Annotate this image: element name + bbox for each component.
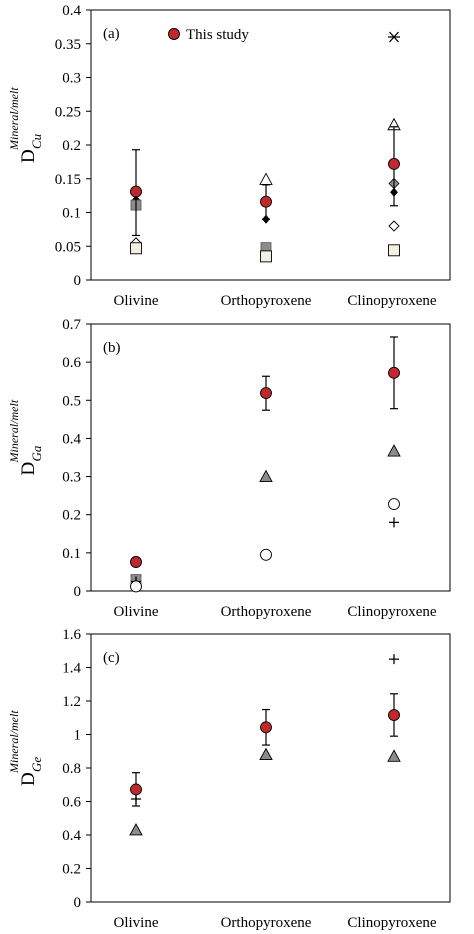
x-tick-label: Clinopyroxene — [347, 915, 436, 931]
literature-point-circle-open — [388, 498, 400, 510]
literature-point-square-open — [388, 244, 400, 257]
y-tick-label: 0.1 — [62, 206, 81, 222]
this-study-point — [388, 366, 400, 379]
y-tick-label: 0.4 — [62, 828, 81, 844]
x-tick-label: Olivine — [114, 604, 159, 620]
literature-point-square-open — [260, 250, 272, 263]
y-tick-label: 1.4 — [62, 661, 81, 677]
y-tick-label: 1.6 — [62, 627, 81, 643]
y-label-sub: Ge — [29, 757, 44, 772]
y-tick-label: 0.15 — [55, 172, 81, 188]
y-tick-label: 0.5 — [62, 393, 81, 409]
y-tick-label: 0.6 — [62, 355, 81, 371]
y-tick-label: 0.3 — [62, 71, 81, 87]
x-tick-label: Olivine — [114, 293, 159, 309]
y-tick-label: 0.2 — [62, 138, 81, 154]
y-tick-label: 0.05 — [55, 239, 81, 255]
y-label-main: D — [18, 772, 39, 786]
this-study-point — [260, 195, 272, 208]
panel-label: (c) — [103, 650, 120, 666]
y-label-main: D — [18, 462, 39, 476]
this-study-point — [130, 556, 142, 568]
literature-point-triangle-open — [259, 172, 273, 185]
y-tick-label: 0.25 — [55, 104, 81, 120]
chart-panel-1: 0 0.05 0.1 0.15 0.2 0.25 0.3 0.35 0.4 Olivine Orth… — [7, 3, 451, 309]
literature-point-circle-open — [260, 548, 272, 561]
literature-point-asterisk — [388, 31, 400, 43]
y-tick-label: 0 — [74, 895, 82, 911]
literature-point-triangle-gray — [259, 469, 273, 483]
y-tick-label: 1 — [74, 728, 82, 744]
y-tick-label: 0.2 — [62, 862, 81, 878]
literature-point-triangle-gray — [259, 747, 273, 761]
panel-label: (b) — [103, 340, 121, 356]
y-tick-label: 0 — [74, 273, 82, 289]
plot-frame — [90, 633, 451, 903]
this-study-point — [388, 709, 400, 722]
y-tick-label: 0.4 — [62, 431, 81, 447]
chart-panel-3: 0 0.2 0.4 0.6 0.8 1 1.2 1.4 1.6 Olivine Orthopyrox… — [7, 627, 451, 931]
literature-point-plus — [389, 517, 399, 528]
literature-point-triangle-gray — [387, 444, 401, 457]
y-tick-label: 0.1 — [62, 546, 81, 562]
x-tick-label: Clinopyroxene — [347, 604, 436, 620]
literature-point-diamond-open — [388, 220, 400, 232]
y-tick-label: 0.4 — [62, 3, 81, 19]
literature-point-square-open — [130, 242, 142, 255]
y-label-sub: Cu — [29, 133, 44, 149]
y-label-main: D — [18, 149, 39, 163]
x-tick-label: Olivine — [114, 915, 159, 931]
panel-label: (a) — [103, 26, 120, 42]
this-study-point — [130, 185, 142, 198]
y-tick-label: 0.8 — [62, 761, 81, 777]
y-tick-label: 0.7 — [62, 317, 81, 333]
legend-marker-this-study — [168, 28, 180, 40]
this-study-point — [260, 387, 272, 399]
y-label-sup: Mineral/melt — [7, 399, 21, 463]
literature-point-plus — [389, 654, 399, 665]
y-label-sup: Mineral/melt — [7, 87, 21, 151]
y-tick-label: 0.2 — [62, 508, 81, 524]
this-study-point — [260, 721, 272, 734]
literature-point-circle-open — [130, 580, 142, 593]
y-tick-label: 0.35 — [55, 37, 81, 53]
legend-label: This study — [186, 27, 249, 43]
this-study-point — [388, 157, 400, 170]
x-tick-label: Orthopyroxene — [221, 293, 312, 309]
x-tick-label: Orthopyroxene — [221, 604, 312, 620]
literature-point-triangle-gray — [387, 749, 401, 762]
x-tick-label: Clinopyroxene — [347, 293, 436, 309]
y-label-sub: Ga — [29, 445, 44, 461]
y-label-sup: Mineral/melt — [7, 710, 21, 774]
plot-frame — [90, 9, 451, 281]
chart-panel-2: 0 0.1 0.2 0.3 0.4 0.5 0.6 0.7 Olivine Orthopyroxe… — [7, 317, 451, 620]
y-tick-label: 1.2 — [62, 694, 81, 710]
y-tick-label: 0.6 — [62, 795, 81, 811]
this-study-point — [130, 783, 142, 796]
plot-frame — [90, 323, 451, 592]
y-tick-label: 0.3 — [62, 470, 81, 486]
x-tick-label: Orthopyroxene — [221, 915, 312, 931]
literature-point-triangle-gray — [129, 823, 143, 836]
y-tick-label: 0 — [74, 584, 82, 600]
